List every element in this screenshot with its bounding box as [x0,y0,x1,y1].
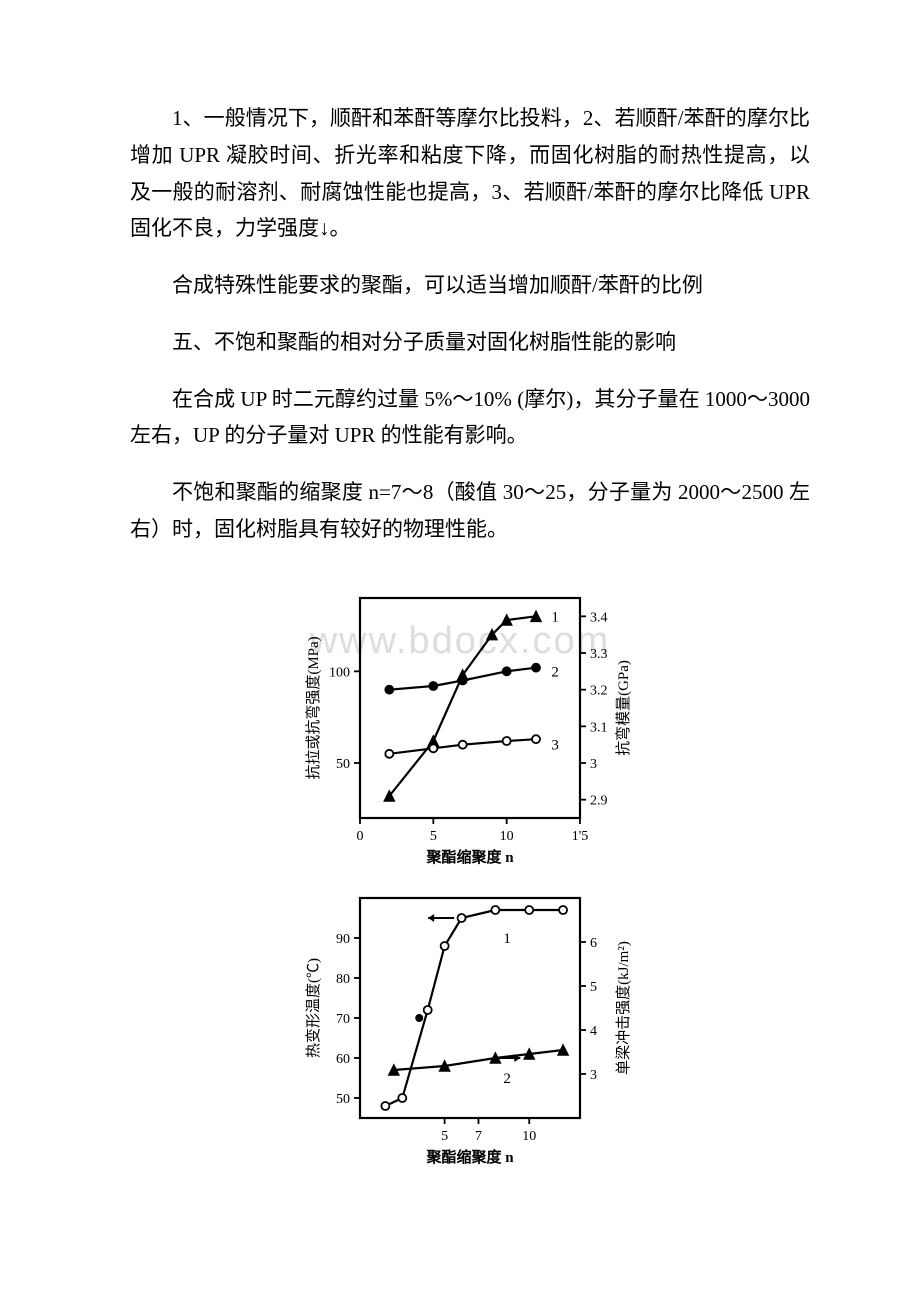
svg-text:3.4: 3.4 [590,610,608,625]
document-page: www.bdocx.com 1、一般情况下，顺酐和苯酐等摩尔比投料，2、若顺酐/… [0,0,920,1258]
svg-text:3.1: 3.1 [590,720,608,735]
svg-text:1: 1 [551,609,559,625]
svg-text:2: 2 [503,1071,511,1087]
paragraph-4: 在合成 UP 时二元醇约过量 5%～10% (摩尔)，其分子量在 1000～30… [130,381,810,455]
svg-text:0: 0 [357,829,364,844]
svg-text:3: 3 [551,737,559,753]
svg-text:90: 90 [336,932,350,947]
svg-text:聚酯缩聚度 n: 聚酯缩聚度 n [425,1148,514,1166]
svg-text:抗弯模量(GPa): 抗弯模量(GPa) [615,660,632,756]
paragraph-3: 五、不饱和聚酯的相对分子质量对固化树脂性能的影响 [130,324,810,361]
svg-text:热变形温度(℃): 热变形温度(℃) [305,958,322,1058]
svg-text:1: 1 [503,931,511,947]
svg-text:6: 6 [590,936,597,951]
svg-text:4: 4 [590,1024,597,1039]
paragraph-1: 1、一般情况下，顺酐和苯酐等摩尔比投料，2、若顺酐/苯酐的摩尔比增加 UPR 凝… [130,100,810,247]
chart-2: 5 7 10 50 60 70 80 90 3 4 5 6 1 2 聚酯缩聚度 n 热变形温度(℃) 单梁冲击强… [300,878,640,1178]
svg-text:70: 70 [336,1012,350,1027]
svg-text:10: 10 [522,1129,536,1144]
svg-text:80: 80 [336,972,350,987]
charts-container: 0 5 10 1'5 50 100 2.9 3 3.1 3.2 3.3 3.4 1 2 3 聚酯缩聚度 n 抗拉… [130,578,810,1178]
svg-text:5: 5 [430,829,437,844]
svg-text:50: 50 [336,1092,350,1107]
svg-text:60: 60 [336,1052,350,1067]
svg-text:3.3: 3.3 [590,647,608,662]
svg-text:2.9: 2.9 [590,793,608,808]
svg-text:单梁冲击强度(kJ/m²): 单梁冲击强度(kJ/m²) [615,941,632,1075]
svg-text:抗拉或抗弯强度(MPa): 抗拉或抗弯强度(MPa) [305,636,322,779]
paragraph-2: 合成特殊性能要求的聚酯，可以适当增加顺酐/苯酐的比例 [130,267,810,304]
chart-1: 0 5 10 1'5 50 100 2.9 3 3.1 3.2 3.3 3.4 1 2 3 聚酯缩聚度 n 抗拉… [300,578,640,878]
svg-text:10: 10 [500,829,514,844]
svg-text:2: 2 [551,664,559,680]
svg-text:5: 5 [441,1129,448,1144]
paragraph-5: 不饱和聚酯的缩聚度 n=7～8（酸值 30～25，分子量为 2000～2500 … [130,474,810,548]
svg-text:3: 3 [590,1068,597,1083]
svg-text:7: 7 [475,1129,482,1144]
svg-text:50: 50 [336,757,350,772]
svg-text:1'5: 1'5 [572,829,589,844]
svg-text:3: 3 [590,757,597,772]
svg-text:5: 5 [590,980,597,995]
svg-text:聚酯缩聚度 n: 聚酯缩聚度 n [425,848,514,866]
svg-text:100: 100 [329,665,350,680]
svg-text:3.2: 3.2 [590,683,608,698]
